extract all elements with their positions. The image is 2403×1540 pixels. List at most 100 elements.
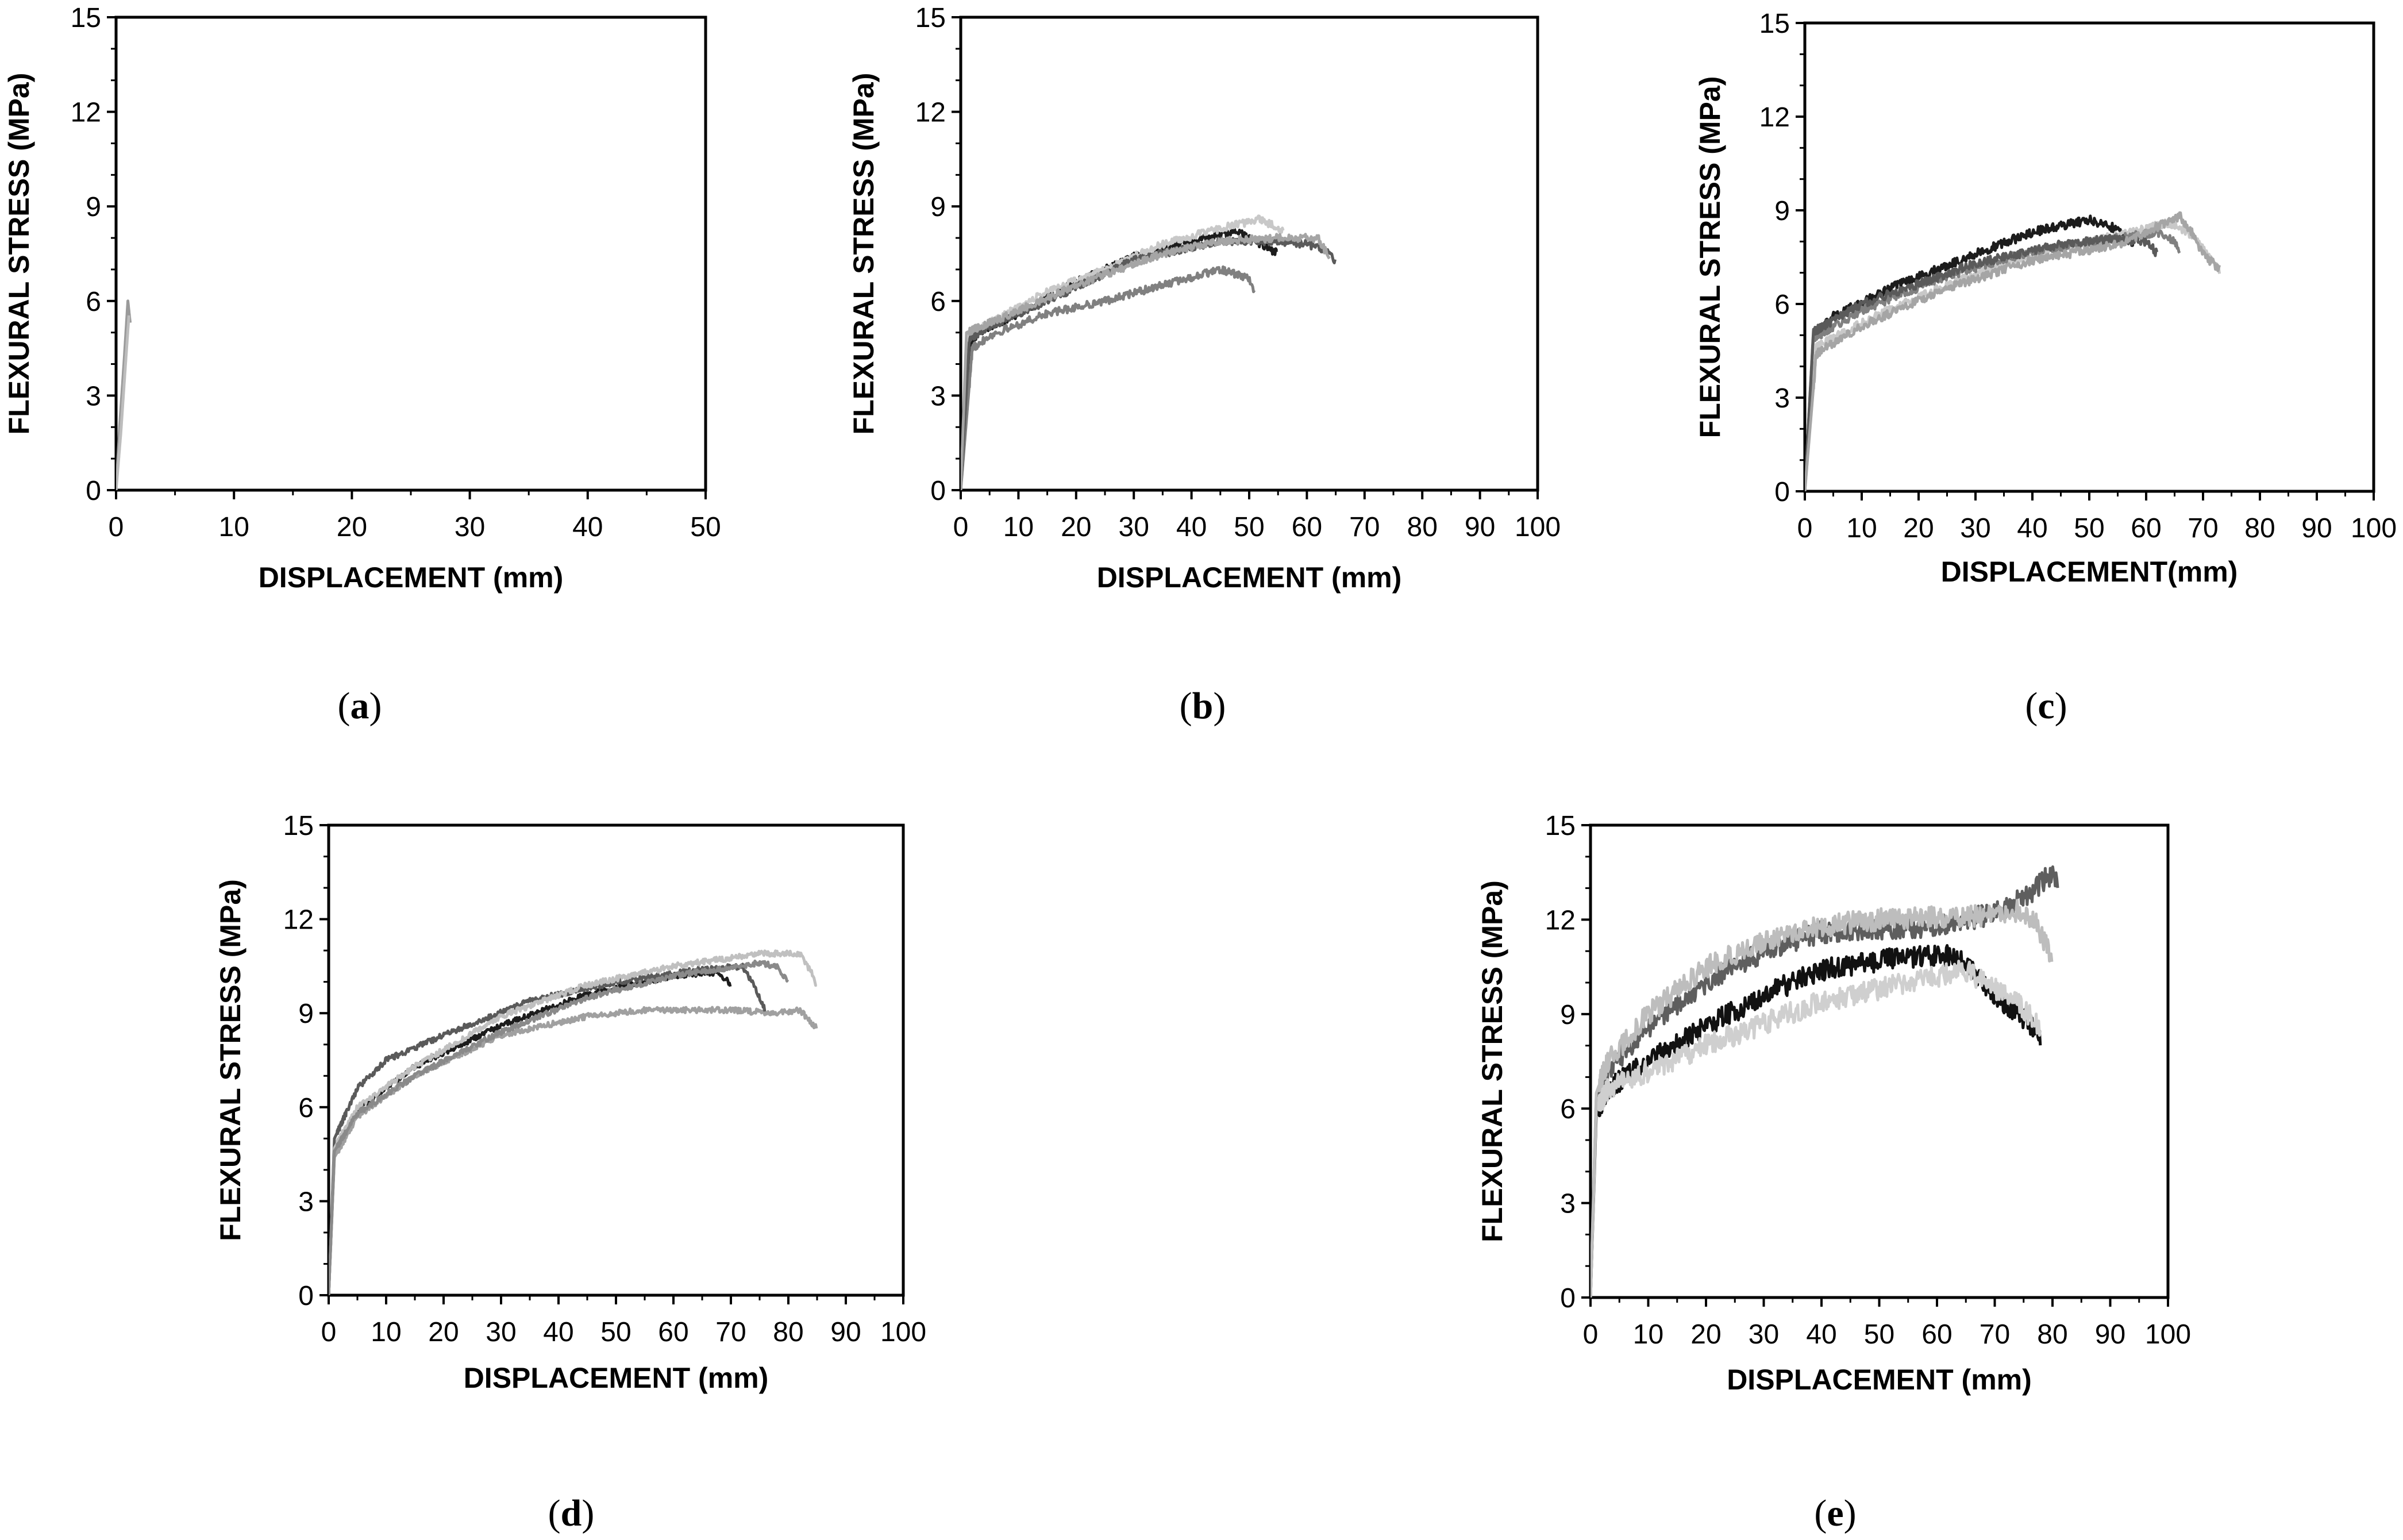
series-line-e-1 [1591,944,2042,1298]
panel-label-letter: d [561,1492,582,1534]
y-tick-label: 15 [1545,811,1576,841]
x-tick-label: 60 [658,1317,688,1348]
series-line-c-5 [1805,211,2221,491]
y-axis-title: FLEXURAL STRESS (MPa) [848,73,880,435]
y-tick-label: 9 [1774,196,1790,226]
y-tick-label: 0 [1560,1283,1576,1314]
x-tick-label: 80 [1407,512,1438,542]
x-tick-label: 0 [109,512,124,542]
x-tick-label: 70 [715,1317,746,1348]
x-tick-label: 100 [1515,512,1561,542]
x-axis-title: DISPLACEMENT (mm) [464,1362,769,1394]
x-tick-label: 100 [2145,1319,2191,1350]
x-tick-label: 70 [1349,512,1380,542]
series-line-b-2 [961,265,1256,490]
y-tick-label: 0 [86,476,101,506]
x-tick-label: 80 [2037,1319,2067,1350]
x-tick-label: 50 [600,1317,631,1348]
y-axis-title: FLEXURAL STRESS (MPa) [214,879,247,1241]
y-axis-title: FLEXURAL STRESS (MPa) [1476,880,1508,1242]
x-tick-label: 20 [1061,512,1091,542]
x-axis-title: DISPLACEMENT (mm) [259,561,564,594]
panel-label: (c) [2025,685,2067,727]
series-line-a-2 [116,315,130,490]
x-axis-title: DISPLACEMENT (mm) [1097,561,1402,594]
x-tick-label: 20 [428,1317,459,1348]
y-tick-label: 12 [1759,102,1790,133]
x-tick-label: 40 [1176,512,1207,542]
x-tick-label: 10 [1846,513,1877,544]
series-line-e-3 [1591,960,2042,1298]
panel-label-letter: b [1192,685,1214,727]
x-tick-label: 30 [1749,1319,1779,1350]
y-axis-title: FLEXURAL STRESS (MPa) [1694,76,1726,438]
x-tick-label: 50 [1234,512,1264,542]
x-tick-label: 90 [830,1317,861,1348]
y-tick-label: 6 [930,287,946,317]
x-tick-label: 10 [371,1317,401,1348]
y-tick-label: 15 [71,3,101,33]
x-tick-label: 20 [1690,1319,1721,1350]
chart-panel-a: 0 3 6 9 12 15 0 10 20 30 40 50 DISPLACEMENT (mm) FLEX… [3,3,721,727]
y-tick-label: 0 [298,1281,314,1311]
y-tick-label: 6 [86,287,101,317]
y-axis-title: FLEXURAL STRESS (MPa) [3,73,35,435]
x-tick-label: 40 [543,1317,573,1348]
series-line-d-3 [329,962,767,1295]
series-line-e-4 [1591,899,2054,1298]
y-tick-label: 9 [930,192,946,222]
x-tick-label: 0 [953,512,969,542]
series-line-d-4 [329,949,818,1295]
x-tick-label: 60 [2131,513,2161,544]
x-tick-label: 10 [1003,512,1034,542]
panel-label: (a) [338,685,382,727]
y-tick-label: 6 [298,1093,314,1123]
x-tick-label: 100 [2351,513,2397,544]
x-tick-label: 80 [773,1317,803,1348]
x-tick-label: 10 [1633,1319,1663,1350]
y-tick-label: 9 [86,192,101,222]
x-tick-label: 30 [486,1317,516,1348]
panel-label: (b) [1180,685,1226,727]
x-tick-label: 80 [2244,513,2275,544]
x-tick-label: 90 [1465,512,1495,542]
y-tick-label: 6 [1560,1094,1576,1125]
x-tick-label: 90 [2095,1319,2125,1350]
x-tick-label: 50 [690,512,721,542]
x-tick-label: 30 [455,512,485,542]
panel-label: (d) [548,1492,595,1534]
x-tick-label: 100 [880,1317,926,1348]
x-tick-label: 40 [572,512,603,542]
y-tick-label: 12 [915,98,946,128]
x-tick-label: 70 [2188,513,2218,544]
x-tick-label: 10 [219,512,249,542]
panel-label-letter: e [1827,1492,1843,1534]
y-tick-label: 3 [298,1187,314,1217]
series-line-d-2 [329,1006,818,1295]
series-line-b-5 [961,233,1331,490]
chart-panel-c: 0 3 6 9 12 15 0 10 20 30 40 50 60 70 80 90 100 DISPLACEME… [1694,9,2397,727]
panel-label: (e) [1814,1492,1856,1534]
panel-label-letter: a [351,685,369,727]
y-tick-label: 3 [930,381,946,411]
x-tick-label: 60 [1921,1319,1952,1350]
chart-panel-e: 0 3 6 9 12 15 0 10 20 30 40 50 60 70 80 90 100 DISPLACEME… [1476,811,2191,1534]
y-tick-label: 3 [1774,383,1790,414]
x-tick-label: 50 [2074,513,2104,544]
y-tick-label: 12 [283,905,314,935]
x-tick-label: 20 [1903,513,1934,544]
x-tick-label: 30 [1960,513,1990,544]
x-axis-title: DISPLACEMENT(mm) [1941,556,2238,588]
x-tick-label: 40 [2017,513,2047,544]
y-tick-label: 0 [1774,477,1790,507]
y-tick-label: 0 [930,476,946,506]
y-tick-label: 3 [86,381,101,411]
y-tick-label: 15 [1759,9,1790,39]
y-tick-label: 9 [1560,1000,1576,1030]
y-tick-label: 9 [298,999,314,1029]
chart-panel-b: 0 3 6 9 12 15 0 10 20 30 40 50 60 70 80 90 100 DISPLACEME… [848,3,1561,727]
x-tick-label: 70 [1980,1319,2010,1350]
chart-panel-d: 0 3 6 9 12 15 0 10 20 30 40 50 60 70 80 90 100 DISPLACEME… [214,811,926,1534]
y-tick-label: 12 [71,98,101,128]
series-line-c-4 [1805,233,2159,491]
